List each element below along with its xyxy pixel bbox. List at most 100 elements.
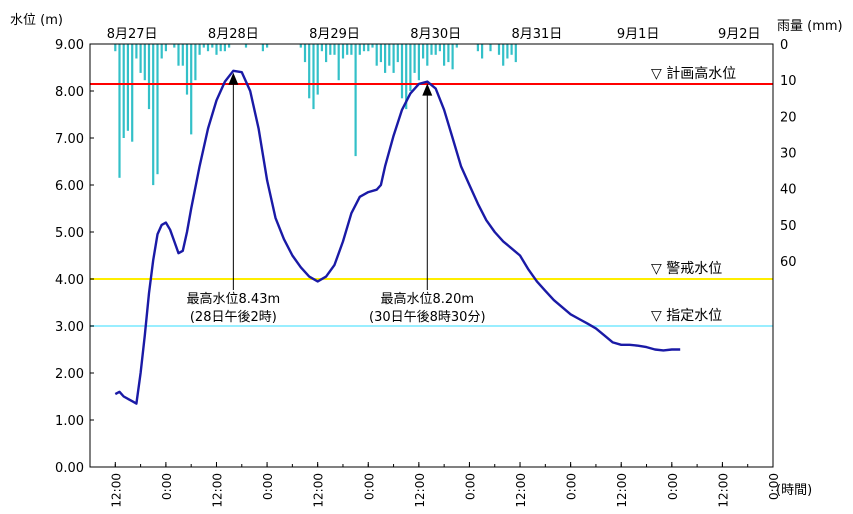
x-tick-label: 0:00 — [362, 473, 376, 500]
rain-bar — [173, 44, 176, 48]
rain-bar — [126, 44, 129, 131]
y-tick-label: 4.00 — [55, 273, 84, 288]
date-label: 9月1日 — [617, 27, 660, 42]
y-tick-label: 2.00 — [55, 367, 84, 382]
rain-bar — [299, 44, 302, 48]
x-tick-label: 12:00 — [413, 473, 427, 508]
rain-bar — [337, 44, 340, 81]
rain-bar — [156, 44, 159, 175]
date-label: 8月28日 — [208, 27, 259, 42]
rain-bar — [481, 44, 484, 59]
rain-bar — [426, 44, 429, 66]
rain-bar — [303, 44, 307, 63]
rain-bar — [455, 44, 458, 48]
x-tick-label: 12:00 — [109, 473, 123, 508]
annotation-peak-time: (30日午後8時30分) — [369, 310, 486, 325]
x-tick-label: 12:00 — [312, 473, 326, 508]
x-tick-label: 0:00 — [160, 473, 174, 500]
annotation-arrowhead — [422, 83, 433, 96]
rain-bar — [135, 44, 138, 59]
rain-bar — [206, 44, 210, 52]
water-level-series — [114, 69, 681, 405]
annotation-peak-time: (28日午後2時) — [190, 310, 277, 325]
rain-bar — [308, 44, 311, 99]
y-right-tick-label: 30 — [780, 147, 797, 162]
rain-bar — [185, 44, 189, 95]
date-label: 8月29日 — [309, 27, 360, 42]
rain-bar — [215, 44, 218, 55]
rain-bar — [131, 44, 134, 142]
rain-bar — [139, 44, 142, 73]
rain-bar — [354, 44, 357, 157]
rain-bar — [346, 44, 349, 55]
rain-bar — [202, 44, 205, 48]
reference-label: ▽ 警戒水位 — [651, 261, 722, 277]
x-tick-label: 0:00 — [565, 473, 579, 500]
y-axis-right-label: 雨量 (mm) — [777, 19, 843, 34]
rain-bar — [375, 44, 378, 66]
annotation-peak-value: 最高水位8.43m — [187, 291, 281, 307]
rain-bar — [143, 44, 146, 81]
labels: 水位 (m) 雨量 (mm) (時間) — [10, 13, 843, 498]
rain-bar — [510, 44, 513, 55]
rain-bar — [514, 44, 517, 63]
rain-bar — [118, 44, 121, 178]
rain-bar — [244, 44, 248, 48]
rain-bar — [388, 44, 391, 66]
x-tick-label: 0:00 — [261, 473, 275, 500]
rain-bar — [451, 44, 454, 70]
rain-bar — [266, 44, 269, 48]
rain-bar — [164, 44, 167, 52]
x-tick-label: 12:00 — [615, 473, 629, 508]
x-tick-label: 12:00 — [514, 473, 528, 508]
y-right-tick-label: 50 — [780, 219, 797, 234]
rain-bar — [384, 44, 387, 73]
rain-bar — [392, 44, 395, 73]
rain-bar — [160, 44, 163, 59]
rain-bar — [476, 44, 479, 52]
rain-bar — [502, 44, 505, 66]
y-right-tick-label: 10 — [780, 74, 797, 89]
y-tick-label: 8.00 — [55, 85, 84, 100]
date-label: 9月2日 — [718, 27, 761, 42]
rain-bar — [219, 44, 222, 52]
rain-bar — [147, 44, 151, 110]
y-tick-label: 3.00 — [55, 320, 84, 335]
rain-bar — [405, 44, 408, 110]
y-right-tick-label: 60 — [780, 255, 797, 270]
rain-bar — [114, 44, 117, 52]
rain-bar — [341, 44, 345, 59]
y-right-tick-label: 20 — [780, 110, 797, 125]
rain-bar — [396, 44, 399, 63]
y-tick-label: 9.00 — [55, 38, 84, 53]
y-axis-left-label: 水位 (m) — [10, 13, 63, 28]
rain-bar — [190, 44, 193, 135]
x-tick-label: 0:00 — [666, 473, 680, 500]
date-label: 8月31日 — [511, 27, 562, 42]
x-axis-unit-label: (時間) — [776, 483, 812, 498]
rain-bar — [316, 44, 319, 95]
annotation-peak-value: 最高水位8.20m — [380, 291, 474, 307]
y-tick-label: 5.00 — [55, 226, 84, 241]
rain-bar — [228, 44, 231, 48]
rain-bar — [350, 44, 353, 55]
rain-bar — [489, 44, 492, 52]
annotations: 最高水位8.43m (28日午後2時) 最高水位8.20m (30日午後8時30分) — [187, 72, 486, 325]
rain-bar — [152, 44, 155, 186]
rain-bar — [211, 44, 214, 48]
annotation-arrowhead — [228, 72, 239, 85]
x-tick-label: 0:00 — [463, 473, 477, 500]
rain-bar — [371, 44, 374, 48]
plot-frame — [89, 43, 774, 468]
y-right-tick-label: 40 — [780, 183, 797, 198]
rain-bar — [320, 44, 323, 52]
y-tick-label: 6.00 — [55, 179, 84, 194]
rain-bar — [400, 44, 404, 99]
rain-bar — [438, 44, 441, 52]
rain-bar — [434, 44, 437, 55]
rain-bar — [430, 44, 433, 55]
rain-bar — [261, 44, 264, 52]
rain-bar — [177, 44, 180, 66]
water-level-line — [114, 69, 681, 405]
